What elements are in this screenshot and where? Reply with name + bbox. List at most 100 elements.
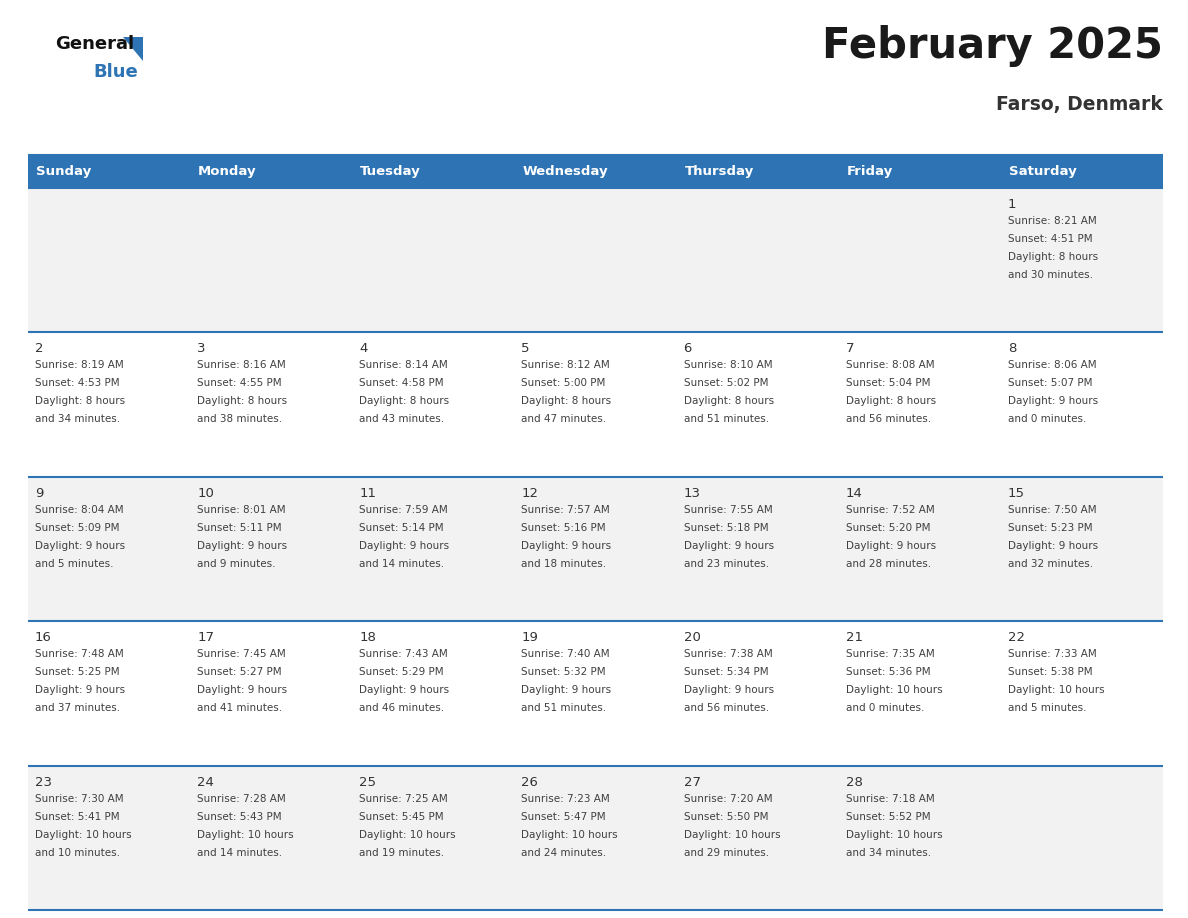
Text: Daylight: 8 hours: Daylight: 8 hours [34, 397, 125, 407]
Text: Sunset: 5:27 PM: Sunset: 5:27 PM [197, 667, 282, 677]
Text: Daylight: 9 hours: Daylight: 9 hours [34, 541, 125, 551]
Text: Sunrise: 7:59 AM: Sunrise: 7:59 AM [359, 505, 448, 515]
Text: Sunrise: 8:04 AM: Sunrise: 8:04 AM [34, 505, 124, 515]
Text: and 0 minutes.: and 0 minutes. [846, 703, 924, 713]
Text: and 46 minutes.: and 46 minutes. [359, 703, 444, 713]
Text: 18: 18 [359, 632, 377, 644]
Text: and 14 minutes.: and 14 minutes. [197, 847, 283, 857]
Text: and 0 minutes.: and 0 minutes. [1007, 414, 1086, 424]
Text: Sunrise: 7:40 AM: Sunrise: 7:40 AM [522, 649, 611, 659]
Text: and 5 minutes.: and 5 minutes. [34, 559, 114, 569]
Text: 15: 15 [1007, 487, 1025, 499]
Text: 13: 13 [683, 487, 701, 499]
Text: Daylight: 8 hours: Daylight: 8 hours [197, 397, 287, 407]
Text: Wednesday: Wednesday [523, 165, 608, 178]
Text: General: General [55, 35, 134, 53]
Text: Sunrise: 7:30 AM: Sunrise: 7:30 AM [34, 793, 124, 803]
Text: and 43 minutes.: and 43 minutes. [359, 414, 444, 424]
Bar [677, 155, 839, 188]
Text: Sunset: 5:34 PM: Sunset: 5:34 PM [683, 667, 769, 677]
Text: and 34 minutes.: and 34 minutes. [34, 414, 120, 424]
Text: Daylight: 9 hours: Daylight: 9 hours [359, 685, 449, 695]
Text: Sunrise: 7:28 AM: Sunrise: 7:28 AM [197, 793, 286, 803]
Text: Sunrise: 7:57 AM: Sunrise: 7:57 AM [522, 505, 611, 515]
Bar [839, 155, 1000, 188]
Text: Daylight: 9 hours: Daylight: 9 hours [522, 685, 612, 695]
Text: Sunset: 5:09 PM: Sunset: 5:09 PM [34, 522, 120, 532]
Text: Daylight: 8 hours: Daylight: 8 hours [522, 397, 612, 407]
Text: Monday: Monday [198, 165, 257, 178]
Text: Daylight: 10 hours: Daylight: 10 hours [359, 830, 456, 840]
Text: Sunrise: 7:45 AM: Sunrise: 7:45 AM [197, 649, 286, 659]
Text: 20: 20 [683, 632, 701, 644]
Text: Sunrise: 8:08 AM: Sunrise: 8:08 AM [846, 361, 934, 370]
Text: Daylight: 9 hours: Daylight: 9 hours [683, 685, 773, 695]
Text: and 29 minutes.: and 29 minutes. [683, 847, 769, 857]
Text: and 34 minutes.: and 34 minutes. [846, 847, 931, 857]
Text: Sunrise: 8:19 AM: Sunrise: 8:19 AM [34, 361, 124, 370]
Text: 2: 2 [34, 342, 44, 355]
Text: Sunset: 5:25 PM: Sunset: 5:25 PM [34, 667, 120, 677]
Text: Daylight: 9 hours: Daylight: 9 hours [522, 541, 612, 551]
Text: and 24 minutes.: and 24 minutes. [522, 847, 607, 857]
Text: Daylight: 10 hours: Daylight: 10 hours [34, 830, 132, 840]
Text: 7: 7 [846, 342, 854, 355]
Text: Sunrise: 7:33 AM: Sunrise: 7:33 AM [1007, 649, 1097, 659]
Text: Sunset: 5:18 PM: Sunset: 5:18 PM [683, 522, 769, 532]
Text: and 9 minutes.: and 9 minutes. [197, 559, 276, 569]
Text: Sunday: Sunday [36, 165, 91, 178]
Text: Tuesday: Tuesday [360, 165, 421, 178]
Text: Sunrise: 7:52 AM: Sunrise: 7:52 AM [846, 505, 935, 515]
Text: Sunrise: 7:35 AM: Sunrise: 7:35 AM [846, 649, 935, 659]
Text: Sunset: 5:47 PM: Sunset: 5:47 PM [522, 812, 606, 822]
Text: and 56 minutes.: and 56 minutes. [683, 703, 769, 713]
Bar [29, 332, 1163, 476]
Text: 25: 25 [359, 776, 377, 789]
Text: Sunrise: 7:50 AM: Sunrise: 7:50 AM [1007, 505, 1097, 515]
Text: and 14 minutes.: and 14 minutes. [359, 559, 444, 569]
Text: Sunrise: 8:10 AM: Sunrise: 8:10 AM [683, 361, 772, 370]
Text: 3: 3 [197, 342, 206, 355]
Text: Daylight: 10 hours: Daylight: 10 hours [846, 830, 942, 840]
Text: Daylight: 10 hours: Daylight: 10 hours [522, 830, 618, 840]
Text: Sunrise: 7:18 AM: Sunrise: 7:18 AM [846, 793, 935, 803]
Text: 21: 21 [846, 632, 862, 644]
Text: Sunset: 4:53 PM: Sunset: 4:53 PM [34, 378, 120, 388]
Text: Sunset: 5:07 PM: Sunset: 5:07 PM [1007, 378, 1092, 388]
Text: Sunrise: 8:16 AM: Sunrise: 8:16 AM [197, 361, 286, 370]
Bar [29, 155, 190, 188]
Text: Sunset: 5:20 PM: Sunset: 5:20 PM [846, 522, 930, 532]
Text: Daylight: 9 hours: Daylight: 9 hours [34, 685, 125, 695]
Bar [353, 155, 514, 188]
Text: 9: 9 [34, 487, 44, 499]
Text: Sunset: 5:41 PM: Sunset: 5:41 PM [34, 812, 120, 822]
Text: 10: 10 [197, 487, 214, 499]
Text: Sunrise: 8:14 AM: Sunrise: 8:14 AM [359, 361, 448, 370]
Text: 8: 8 [1007, 342, 1016, 355]
Text: 17: 17 [197, 632, 214, 644]
Text: and 18 minutes.: and 18 minutes. [522, 559, 607, 569]
Text: Daylight: 9 hours: Daylight: 9 hours [359, 541, 449, 551]
Polygon shape [124, 37, 143, 61]
Text: Sunrise: 7:25 AM: Sunrise: 7:25 AM [359, 793, 448, 803]
Text: Sunrise: 7:48 AM: Sunrise: 7:48 AM [34, 649, 124, 659]
Text: Daylight: 8 hours: Daylight: 8 hours [1007, 252, 1098, 262]
Text: and 23 minutes.: and 23 minutes. [683, 559, 769, 569]
Text: Daylight: 10 hours: Daylight: 10 hours [1007, 685, 1105, 695]
Text: Daylight: 9 hours: Daylight: 9 hours [683, 541, 773, 551]
Text: 19: 19 [522, 632, 538, 644]
Text: Sunrise: 7:23 AM: Sunrise: 7:23 AM [522, 793, 611, 803]
Text: and 56 minutes.: and 56 minutes. [846, 414, 931, 424]
Bar [190, 155, 353, 188]
Bar [29, 766, 1163, 910]
Text: 1: 1 [1007, 198, 1017, 211]
Text: Daylight: 9 hours: Daylight: 9 hours [1007, 397, 1098, 407]
Text: Sunset: 5:38 PM: Sunset: 5:38 PM [1007, 667, 1093, 677]
Text: Sunrise: 8:21 AM: Sunrise: 8:21 AM [1007, 216, 1097, 226]
Text: Daylight: 8 hours: Daylight: 8 hours [359, 397, 449, 407]
Text: 6: 6 [683, 342, 691, 355]
Text: Sunset: 5:04 PM: Sunset: 5:04 PM [846, 378, 930, 388]
Bar [29, 188, 1163, 332]
Text: Sunset: 5:45 PM: Sunset: 5:45 PM [359, 812, 444, 822]
Text: Daylight: 10 hours: Daylight: 10 hours [683, 830, 781, 840]
